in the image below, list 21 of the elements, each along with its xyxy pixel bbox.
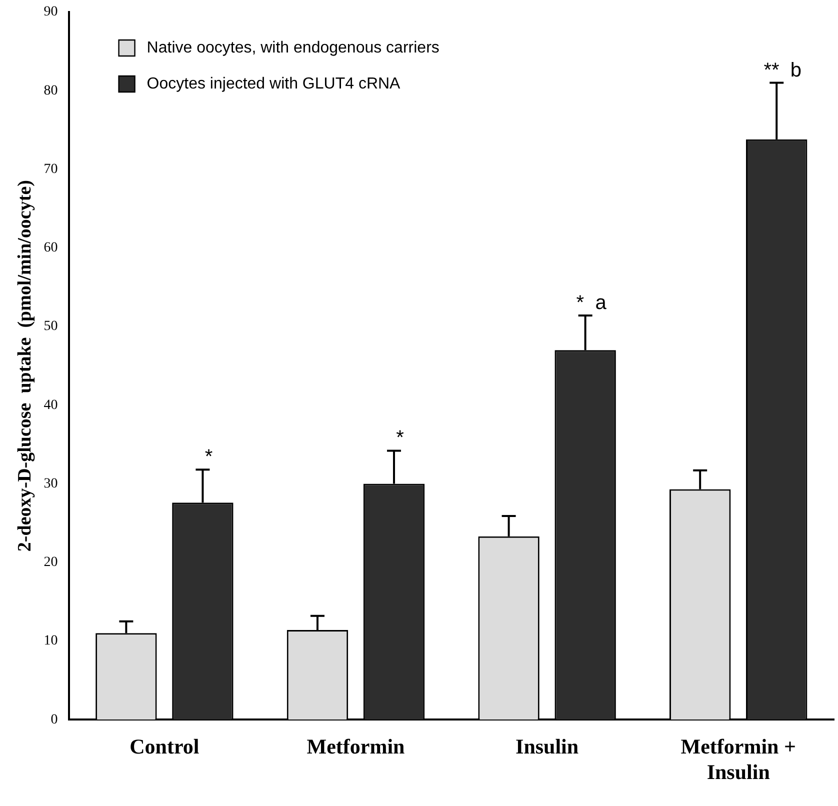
- annotation: ** b: [764, 59, 802, 82]
- y-tick-label: 60: [44, 240, 58, 256]
- x-tick-label: Insulin: [516, 734, 579, 759]
- y-tick-label: 50: [44, 319, 58, 334]
- x-tick-label: Control: [130, 734, 200, 759]
- y-tick-label: 90: [44, 4, 58, 20]
- y-tick-label: 10: [44, 634, 58, 649]
- y-tick-label: 40: [44, 398, 58, 413]
- y-tick-label: 20: [44, 555, 58, 570]
- y-tick-label: 80: [44, 83, 58, 98]
- y-axis-title: 2-deoxy-D-glucose uptake (pmol/min/oocyte): [14, 180, 36, 552]
- legend-label: Native oocytes, with endogenous carriers: [146, 39, 440, 56]
- x-tick-label: Metformin: [306, 734, 406, 759]
- x-tick-label: Metformin + Insulin: [680, 734, 796, 784]
- annotation: *: [396, 427, 404, 450]
- y-tick-label: 0: [50, 712, 58, 728]
- annotation: *: [204, 446, 213, 468]
- y-tick-label: 70: [44, 162, 58, 177]
- annotation: * a: [576, 292, 608, 314]
- y-tick-label: 30: [44, 476, 58, 492]
- legend-label: Oocytes injected with GLUT4 cRNA: [146, 75, 401, 92]
